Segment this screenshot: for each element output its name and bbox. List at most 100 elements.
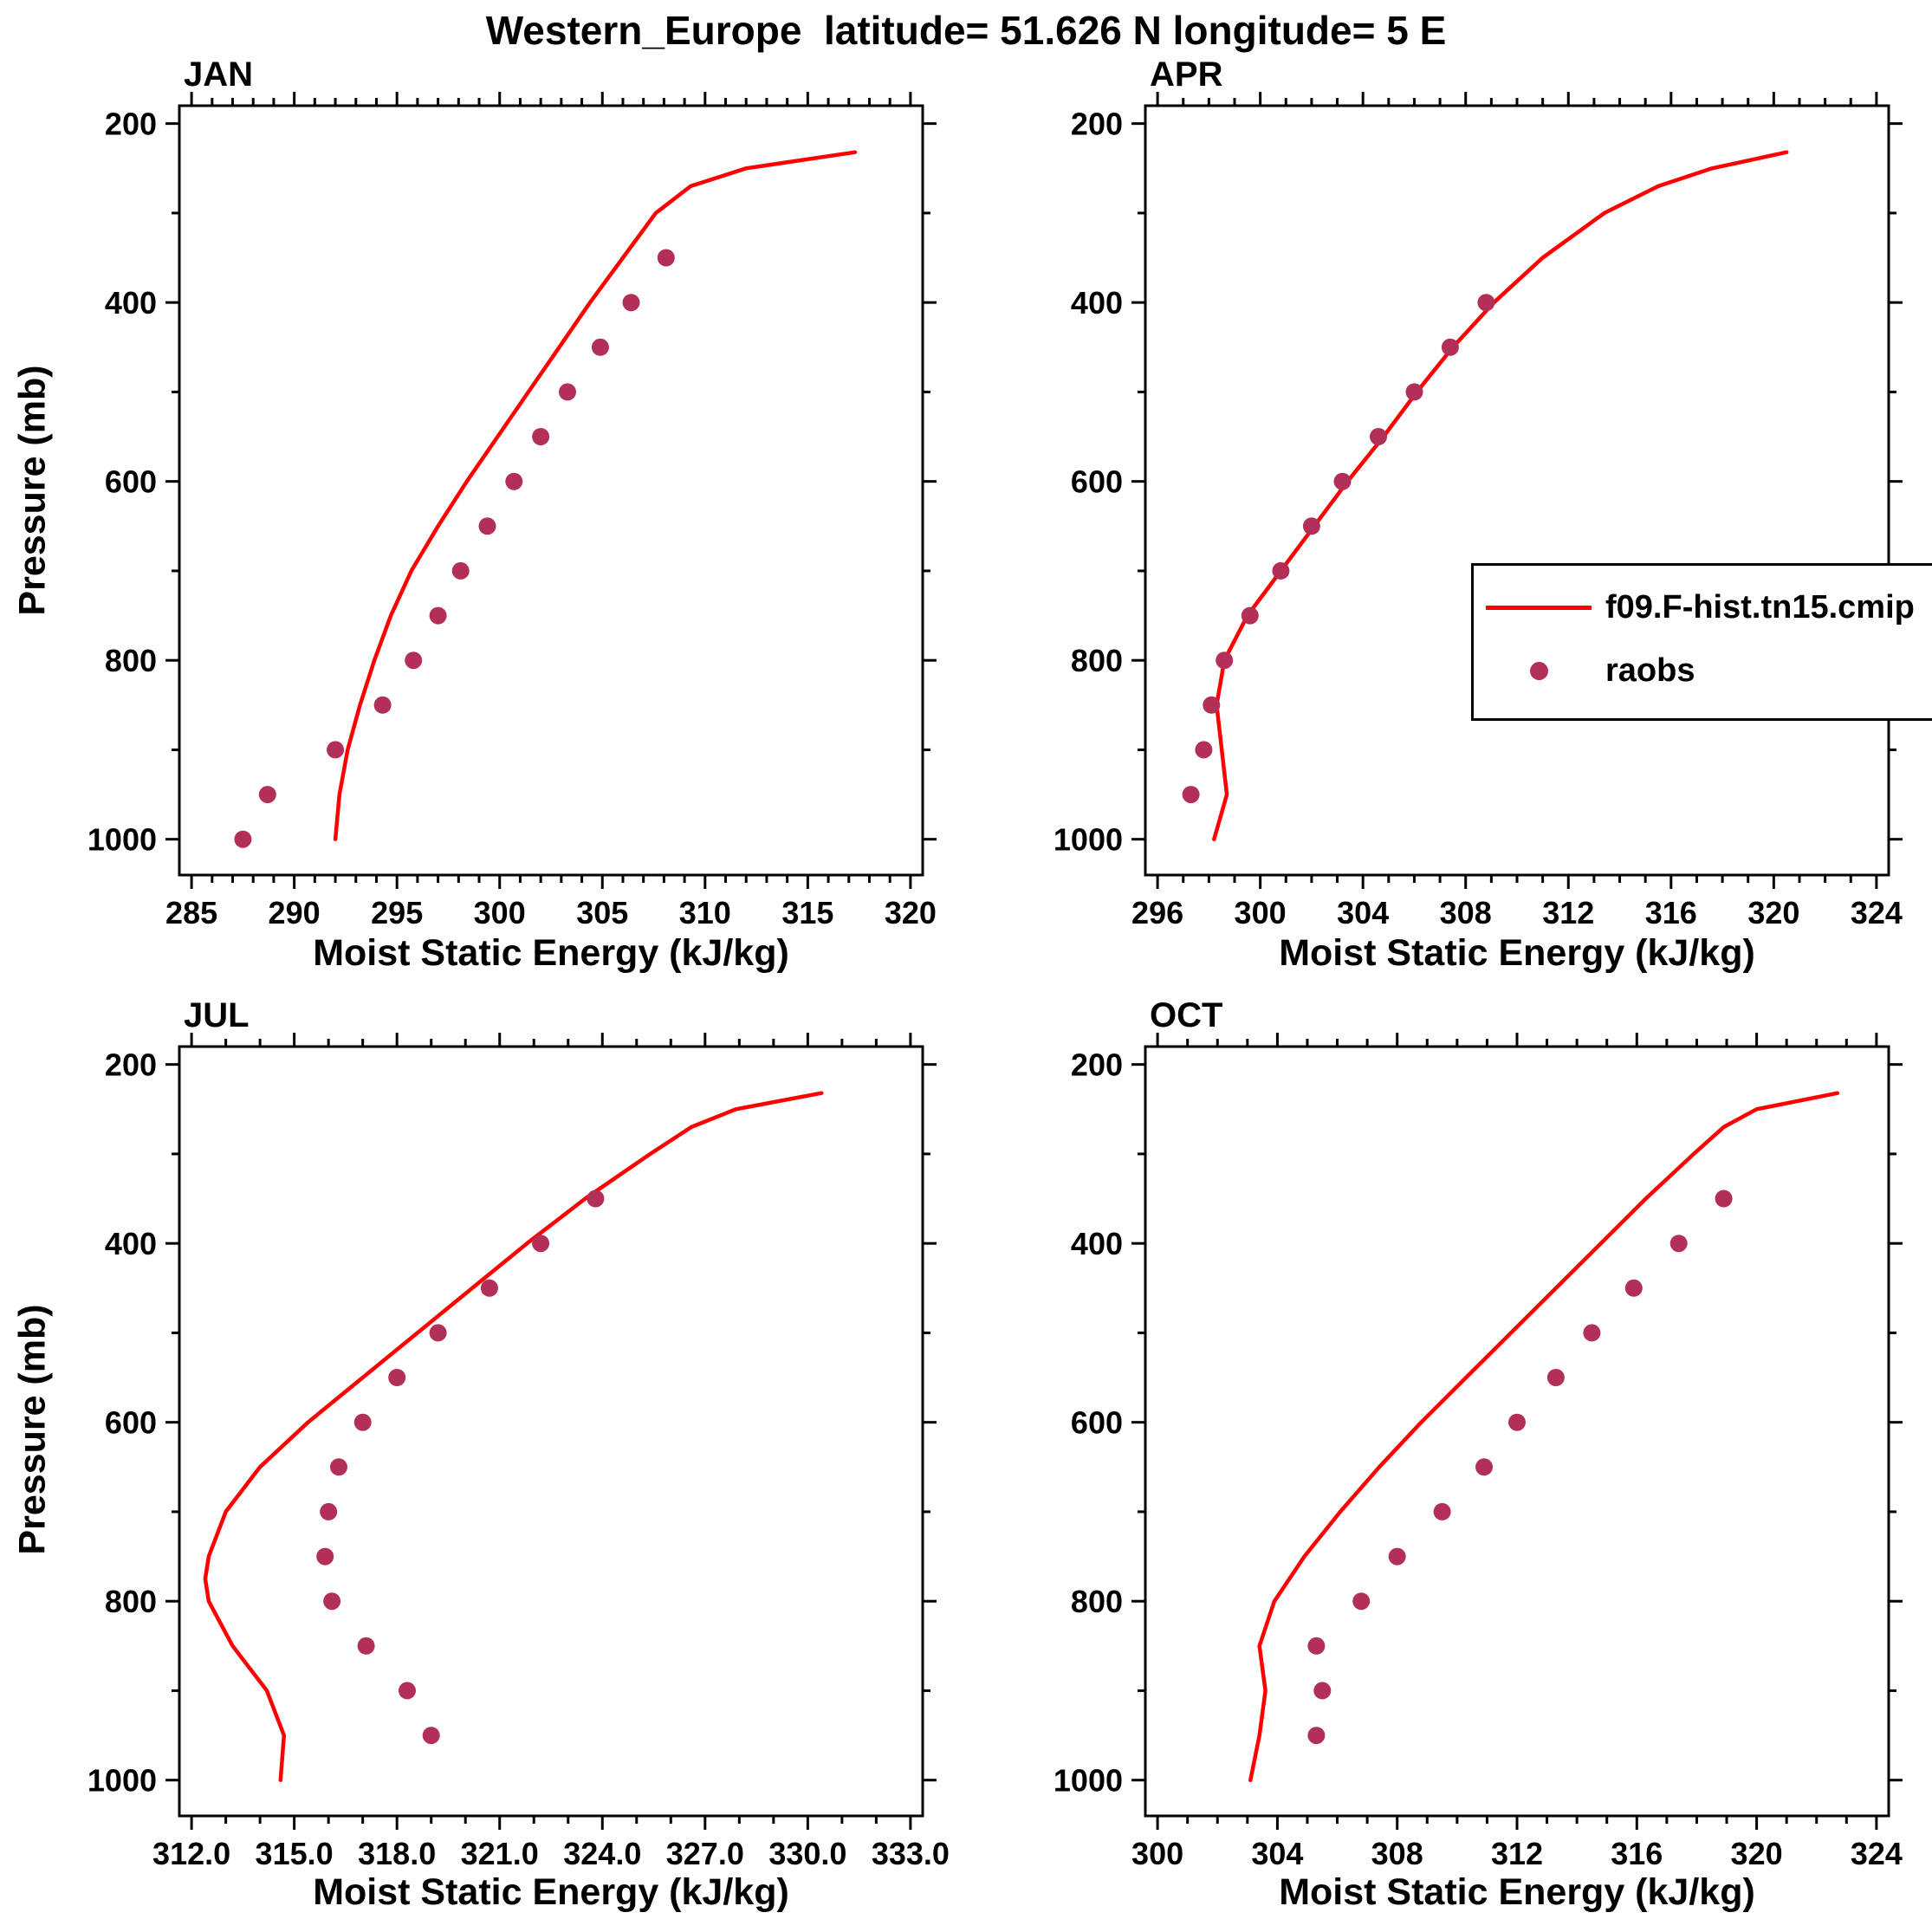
raobs-dot	[591, 338, 609, 356]
x-axis-label-oct: Moist Static Energy (kJ/kg)	[1279, 1871, 1755, 1913]
y-tick-label: 200	[1071, 107, 1123, 142]
raobs-dot	[1669, 1235, 1688, 1253]
y-tick-label: 800	[105, 1584, 157, 1619]
y-tick-label: 1000	[1054, 822, 1123, 858]
x-tick-label: 316	[1645, 895, 1697, 930]
x-tick-label: 285	[165, 895, 217, 930]
y-tick-label: 400	[1071, 1226, 1123, 1261]
raobs-dot	[1195, 741, 1213, 759]
raobs-dot	[405, 652, 423, 670]
x-tick-label: 312	[1542, 895, 1594, 930]
raobs-dot	[320, 1502, 338, 1520]
y-tick-label: 200	[105, 1047, 157, 1083]
legend-dot-swatch	[1486, 662, 1592, 680]
axes-frame	[1131, 1033, 1903, 1830]
x-tick-label: 304	[1337, 895, 1389, 930]
x-tick-label: 290	[269, 895, 321, 930]
model-line	[203, 1091, 824, 1782]
raobs-dots	[234, 249, 675, 848]
raobs-dot	[532, 1235, 550, 1253]
x-tick-label: 295	[371, 895, 423, 930]
x-tick-label: 333.0	[872, 1836, 950, 1871]
y-tick-label: 600	[105, 464, 157, 500]
raobs-dot	[1216, 652, 1234, 670]
raobs-dots	[1307, 1190, 1733, 1745]
raobs-dot	[1352, 1592, 1371, 1611]
y-tick-label: 600	[1071, 1405, 1123, 1441]
legend-line-swatch	[1486, 606, 1592, 610]
raobs-dot	[388, 1369, 406, 1386]
x-tick-label: 312	[1491, 1836, 1543, 1871]
x-tick-label: 324	[1851, 1836, 1903, 1871]
panel-label-jan: JAN	[184, 55, 254, 94]
x-tick-label: 320	[1747, 895, 1799, 930]
apr-plot: 296 300 304 308 312 316 320 324 200 400 600 800 1000	[1054, 92, 1903, 930]
x-tick-label: 315	[781, 895, 833, 930]
raobs-dot	[373, 696, 392, 714]
x-tick-label: 308	[1440, 895, 1492, 930]
model-line	[1212, 150, 1789, 841]
legend: f09.F-hist.tn15.cmip raobs	[1471, 563, 1932, 721]
y-tick-label: 1000	[1054, 1763, 1123, 1799]
x-tick-label: 300	[1235, 895, 1287, 930]
raobs-dot	[1624, 1279, 1643, 1297]
oct-plot: 300 304 308 312 316 320 324 200 400 600 800 1000	[1054, 1033, 1903, 1871]
raobs-dot	[1433, 1502, 1451, 1520]
raobs-dots	[1182, 294, 1495, 804]
jul-plot: 312.0 315.0 318.0 321.0 324.0 327.0 330.0 333.0…	[88, 1033, 950, 1871]
x-tick-label: 324	[1851, 895, 1903, 930]
raobs-dot	[1475, 1458, 1493, 1476]
raobs-dot	[1405, 383, 1423, 401]
tick-labels: 312.0 315.0 318.0 321.0 324.0 327.0 330.0 333.0…	[88, 1047, 950, 1871]
raobs-dot	[532, 428, 550, 445]
raobs-dot	[429, 1324, 447, 1342]
raobs-dot	[1272, 561, 1290, 580]
y-tick-label: 800	[105, 643, 157, 678]
raobs-dot	[1441, 338, 1459, 356]
legend-label-raobs: raobs	[1605, 652, 1695, 689]
raobs-dots	[316, 1190, 605, 1745]
y-tick-label: 400	[1071, 285, 1123, 321]
chart-title: Western_Europe latitude= 51.626 N longit…	[485, 8, 1447, 53]
x-tick-label: 321.0	[461, 1836, 539, 1871]
raobs-dot	[1203, 696, 1221, 714]
y-tick-label: 400	[105, 285, 157, 321]
axes-frame	[1131, 92, 1903, 889]
x-tick-label: 310	[679, 895, 731, 930]
panel-label-oct: OCT	[1150, 996, 1223, 1034]
y-tick-label: 400	[105, 1226, 157, 1261]
x-tick-label: 296	[1131, 895, 1183, 930]
x-tick-label: 304	[1251, 1836, 1303, 1871]
raobs-dot	[1370, 428, 1387, 445]
tick-labels: 285 290 295 300 305 310 315 320 200 400 600 800 1000	[88, 107, 937, 930]
raobs-dot	[559, 383, 576, 401]
raobs-dot	[451, 561, 470, 580]
raobs-dot	[357, 1637, 375, 1655]
x-tick-label: 316	[1611, 1836, 1663, 1871]
raobs-dot	[234, 830, 252, 848]
x-tick-label: 300	[1131, 1836, 1183, 1871]
raobs-dot	[1302, 517, 1320, 535]
raobs-dot	[1715, 1190, 1733, 1208]
legend-row-raobs: raobs	[1486, 639, 1932, 703]
x-tick-label: 327.0	[666, 1836, 744, 1871]
raobs-dot	[422, 1727, 440, 1745]
raobs-dot	[353, 1413, 372, 1431]
raobs-dot	[1241, 606, 1259, 625]
raobs-dot	[1182, 786, 1200, 804]
raobs-dot	[1333, 472, 1352, 490]
raobs-dot-sample	[1529, 662, 1548, 680]
raobs-dot	[622, 294, 640, 312]
y-axis-label-bottom-row: Pressure (mb)	[11, 1304, 54, 1555]
x-tick-label: 324.0	[563, 1836, 641, 1871]
y-tick-label: 600	[105, 1405, 157, 1441]
raobs-dot	[1508, 1413, 1526, 1431]
raobs-dot	[327, 741, 345, 759]
x-axis-label-jul: Moist Static Energy (kJ/kg)	[313, 1871, 789, 1913]
axes-frame	[165, 92, 937, 889]
raobs-dot	[1307, 1637, 1326, 1655]
y-tick-label: 800	[1071, 643, 1123, 678]
panel-label-apr: APR	[1150, 55, 1223, 94]
raobs-dot	[323, 1592, 341, 1611]
raobs-dot	[330, 1458, 347, 1476]
